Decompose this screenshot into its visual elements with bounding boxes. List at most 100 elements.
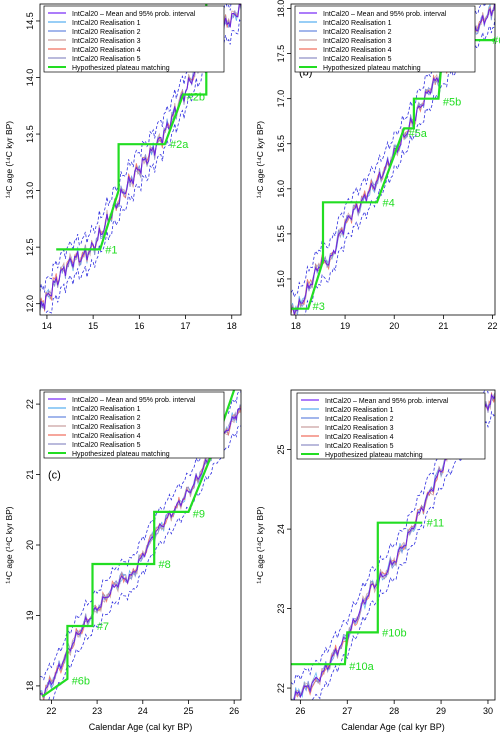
y-tick-label: 25: [276, 445, 286, 455]
legend-entry-label: IntCal20 Realisation 4: [325, 434, 394, 441]
y-tick-label: 24: [276, 524, 286, 534]
y-axis-label: ¹⁴C age (¹⁴C kyr BP): [255, 506, 265, 583]
legend-box: [43, 5, 225, 73]
plateau-annotation: #5a: [409, 128, 428, 140]
x-tick-label: 16: [134, 321, 144, 331]
legend-entry-label: IntCal20 Realisation 5: [72, 442, 141, 449]
x-tick-label: 15: [88, 321, 98, 331]
legend-entry-label: Hypothesized plateau matching: [72, 451, 170, 458]
legend-entry-label: Hypothesized plateau matching: [323, 65, 421, 72]
panel-label: (c): [48, 470, 61, 482]
legend-entry-label: IntCal20 Realisation 2: [72, 29, 141, 36]
plateau-annotation: #6b: [72, 675, 90, 687]
y-tick-label: 18.0: [276, 0, 286, 17]
legend-entry-label: IntCal20 Realisation 1: [323, 20, 392, 27]
x-tick-label: 20: [389, 321, 399, 331]
chart-panel-b: 18 19 20 21 22 15.0 15.5 16.0 16.5 17.0 17.5 18.0 ¹⁴…: [255, 0, 500, 331]
plateau-annotation: #4: [382, 197, 394, 209]
y-axis-label: ¹⁴C age (¹⁴C kyr BP): [255, 121, 265, 198]
legend-entry-label: IntCal20 Realisation 3: [323, 38, 392, 45]
plateau-annotation: #10b: [382, 627, 406, 639]
legend-entry-label: Hypothesized plateau matching: [325, 452, 423, 459]
x-tick-label: 26: [229, 706, 239, 716]
y-tick-label: 15.0: [276, 270, 286, 288]
legend-entry-label: IntCal20 Realisation 3: [325, 425, 394, 432]
y-tick-label: 17.0: [276, 90, 286, 108]
x-tick-label: 22: [488, 321, 498, 331]
plot-area: [40, 4, 241, 315]
y-tick-label: 17.5: [276, 45, 286, 63]
legend-entry-label: IntCal20 Realisation 4: [72, 433, 141, 440]
plateau-annotation: #10a: [349, 661, 374, 673]
chart-panel-d: 26 27 28 29 30 22 23 24 25 ¹⁴C age (¹⁴C kyr BP) Ca…: [255, 389, 496, 732]
legend-entry-label: IntCal20 Realisation 2: [72, 415, 141, 422]
x-tick-label: 21: [438, 321, 448, 331]
interval-upper-line: [40, 4, 232, 293]
plateau-annotation: #2b: [187, 92, 205, 104]
legend-box: [43, 391, 225, 459]
x-tick-label: 14: [42, 321, 52, 331]
legend-entry-label: IntCal20 Realisation 2: [325, 416, 394, 423]
legend-entry-label: IntCal20 Realisation 3: [72, 424, 141, 431]
legend-entry-label: IntCal20 Realisation 1: [72, 406, 141, 413]
x-tick-label: 26: [295, 706, 305, 716]
chart-panel-c: 22 23 24 25 26 18 19 20 21 22 ¹⁴C age (¹⁴C kyr BP)…: [4, 389, 242, 732]
x-axis-label: Calendar Age (cal kyr BP): [341, 722, 445, 732]
plateau-annotation: #11: [427, 518, 445, 530]
y-tick-label: 22: [276, 683, 286, 693]
plateau-annotation: #5b: [443, 96, 461, 108]
y-tick-label: 18: [25, 681, 35, 691]
y-tick-label: 13.0: [25, 182, 35, 200]
legend-box: [294, 5, 476, 73]
x-tick-label: 27: [342, 706, 352, 716]
chart-panel-a: 14 15 16 17 18 12.0 12.5 13.0 13.5 14.0 14.5 ¹⁴C ag…: [4, 3, 242, 331]
legend-entry-label: IntCal20 – Mean and 95% prob. interval: [72, 397, 196, 404]
y-tick-label: 21: [25, 470, 35, 480]
legend-entry-label: Hypothesized plateau matching: [72, 65, 170, 72]
plateau-annotation: #8: [158, 559, 170, 571]
legend-entry-label: IntCal20 Realisation 5: [72, 56, 141, 63]
plateau-annotation: #1: [105, 244, 117, 256]
x-tick-label: 29: [436, 706, 446, 716]
legend-entry-label: IntCal20 Realisation 5: [325, 443, 394, 450]
plateau-annotation: #6: [492, 35, 500, 47]
y-tick-label: 13.5: [25, 125, 35, 143]
x-tick-label: 22: [46, 706, 56, 716]
x-tick-label: 23: [92, 706, 102, 716]
y-tick-label: 12.5: [25, 238, 35, 256]
plateau-matching-line: [41, 390, 236, 698]
y-tick-label: 22: [25, 399, 35, 409]
x-tick-label: 17: [181, 321, 191, 331]
y-tick-label: 16.5: [276, 135, 286, 153]
legend-entry-label: IntCal20 Realisation 1: [325, 407, 394, 414]
plot-frame: [290, 389, 496, 701]
plateau-annotation: #7: [97, 621, 109, 633]
x-tick-label: 18: [227, 321, 237, 331]
legend-entry-label: IntCal20 Realisation 3: [72, 38, 141, 45]
interval-lower-line: [48, 425, 241, 700]
legend-entry-label: IntCal20 – Mean and 95% prob. interval: [323, 11, 447, 18]
plateau-matching-line: [291, 521, 423, 666]
x-tick-label: 30: [483, 706, 493, 716]
legend-box: [296, 392, 486, 460]
plateau-annotation: #3: [313, 301, 325, 313]
legend-entry-label: IntCal20 Realisation 4: [323, 47, 392, 54]
y-tick-label: 14.5: [25, 12, 35, 30]
legend-entry-label: IntCal20 Realisation 2: [323, 29, 392, 36]
y-axis-label: ¹⁴C age (¹⁴C kyr BP): [4, 506, 14, 583]
interval-lower-line: [45, 18, 241, 315]
y-tick-label: 14.0: [25, 69, 35, 87]
x-tick-label: 19: [340, 321, 350, 331]
legend-entry-label: IntCal20 Realisation 4: [72, 47, 141, 54]
x-tick-label: 24: [138, 706, 148, 716]
plateau-annotation: #2a: [170, 139, 189, 151]
plot-frame: [290, 3, 496, 316]
legend-entry-label: IntCal20 – Mean and 95% prob. interval: [325, 398, 449, 405]
legend-entry-label: IntCal20 Realisation 1: [72, 20, 141, 27]
plateau-annotation: #9: [193, 508, 205, 520]
x-tick-label: 18: [291, 321, 301, 331]
y-tick-label: 12.0: [25, 295, 35, 313]
y-tick-label: 16.0: [276, 180, 286, 198]
y-tick-label: 15.5: [276, 225, 286, 243]
